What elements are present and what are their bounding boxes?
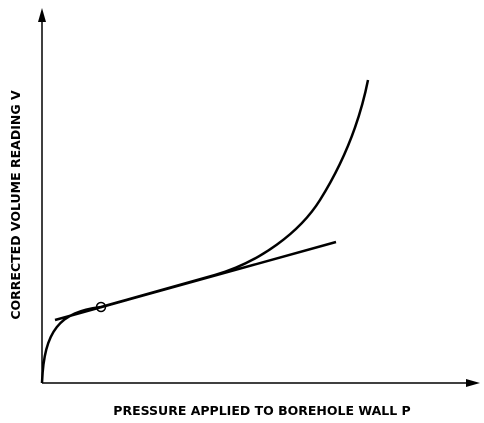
y-axis-arrow xyxy=(38,8,46,22)
pressure-curve xyxy=(40,79,370,384)
y-axis-label: CORRECTED VOLUME READING V xyxy=(8,90,23,320)
x-axis-label: PRESSURE APPLIED TO BOREHOLE WALL P xyxy=(113,403,410,418)
x-axis-arrow xyxy=(466,379,480,387)
tangent-point xyxy=(95,301,107,313)
tangent-line xyxy=(54,240,337,322)
